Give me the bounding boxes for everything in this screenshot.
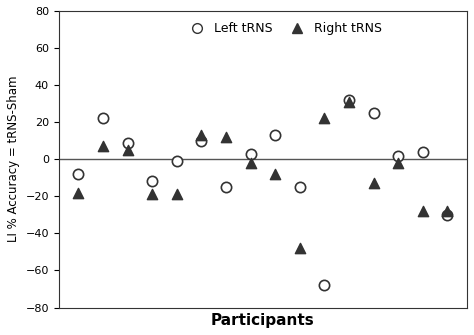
Y-axis label: LI % Accuracy = tRNS-Sham: LI % Accuracy = tRNS-Sham [7, 76, 20, 243]
Point [198, 132, 205, 138]
Point [99, 144, 107, 149]
Point [296, 184, 303, 190]
Point [444, 212, 451, 217]
Point [320, 283, 328, 288]
Point [222, 134, 230, 140]
Point [247, 151, 255, 156]
Point [370, 181, 377, 186]
Point [370, 110, 377, 116]
Point [419, 149, 427, 154]
Point [148, 192, 156, 197]
Point [173, 192, 181, 197]
Point [345, 99, 353, 105]
Point [320, 116, 328, 121]
Point [345, 97, 353, 103]
Point [247, 160, 255, 165]
Legend: Left tRNS, Right tRNS: Left tRNS, Right tRNS [180, 17, 387, 40]
Point [419, 208, 427, 214]
Point [222, 184, 230, 190]
Point [99, 116, 107, 121]
Point [296, 246, 303, 251]
Point [272, 132, 279, 138]
Point [124, 147, 131, 153]
Point [74, 172, 82, 177]
Point [272, 172, 279, 177]
Point [198, 138, 205, 143]
Point [173, 158, 181, 164]
Point [148, 179, 156, 184]
Point [124, 140, 131, 145]
Point [394, 160, 402, 165]
Point [74, 190, 82, 195]
Point [394, 153, 402, 158]
X-axis label: Participants: Participants [211, 313, 315, 328]
Point [444, 208, 451, 214]
